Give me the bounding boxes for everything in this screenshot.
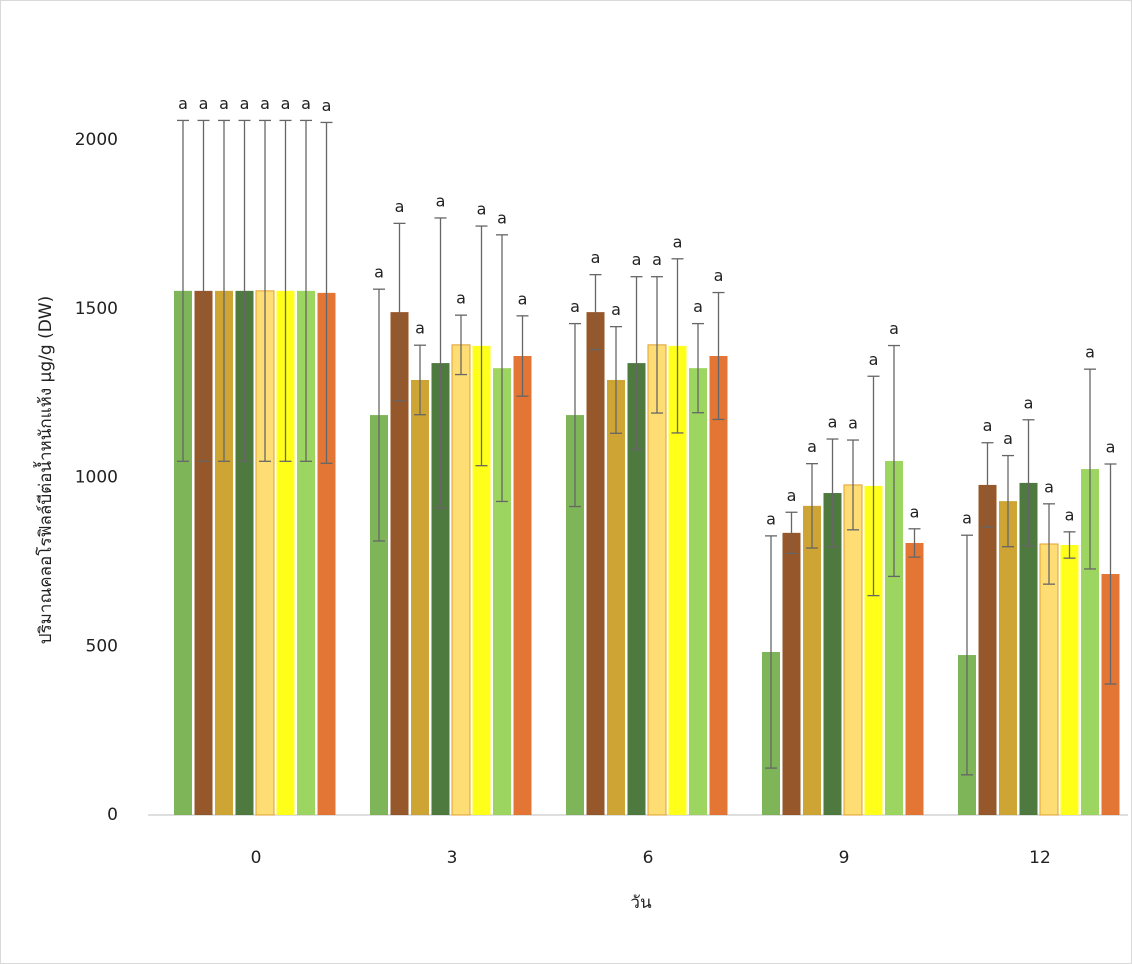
bar [297, 290, 315, 815]
bar [709, 356, 728, 815]
bar [431, 363, 450, 815]
bar [566, 415, 584, 815]
significance-label: a [199, 94, 209, 113]
significance-label: a [1024, 393, 1034, 412]
bar [668, 345, 687, 815]
x-tick-label: 12 [1029, 848, 1051, 868]
significance-label: a [714, 266, 724, 285]
bar [411, 379, 429, 815]
y-tick-label: 1500 [75, 299, 118, 319]
significance-label: a [673, 232, 683, 251]
significance-label: a [848, 414, 858, 433]
bar [276, 290, 295, 815]
y-tick-label: 1000 [75, 468, 118, 488]
significance-label: a [301, 94, 311, 113]
bar [885, 460, 903, 815]
significance-label: a [962, 509, 972, 528]
bar [1019, 482, 1038, 815]
bar [174, 290, 192, 815]
significance-label: a [807, 437, 817, 456]
bar [215, 290, 233, 815]
bar [647, 344, 667, 816]
bar [823, 493, 842, 815]
bar [689, 368, 707, 815]
bar [513, 356, 532, 815]
significance-label: a [1044, 477, 1054, 496]
significance-label: a [436, 191, 446, 210]
significance-label: a [1003, 429, 1013, 448]
bar [472, 345, 491, 815]
x-tick-label: 9 [839, 848, 850, 868]
bar [451, 344, 471, 816]
significance-label: a [570, 297, 580, 316]
significance-label: a [611, 300, 621, 319]
bar [627, 363, 646, 815]
bar [390, 312, 409, 815]
significance-label: a [415, 319, 425, 338]
significance-label: a [787, 486, 797, 505]
bar [803, 505, 821, 815]
bar [1101, 574, 1120, 815]
bar [586, 312, 605, 815]
x-tick-label: 6 [643, 848, 654, 868]
significance-label: a [456, 289, 466, 308]
x-tick-label: 0 [251, 848, 262, 868]
bar [1081, 469, 1099, 815]
significance-label: a [281, 94, 291, 113]
x-axis-label: วัน [630, 893, 652, 913]
bar [864, 485, 883, 815]
bar [843, 484, 863, 816]
significance-label: a [395, 197, 405, 216]
significance-label: a [983, 416, 993, 435]
bar [1060, 545, 1079, 815]
y-tick-label: 0 [107, 805, 118, 825]
significance-label: a [693, 297, 703, 316]
y-tick-label: 500 [86, 636, 118, 656]
bar [999, 501, 1017, 815]
bar [978, 484, 997, 815]
significance-label: a [632, 250, 642, 269]
significance-label: a [1065, 505, 1075, 524]
significance-label: a [178, 94, 188, 113]
y-tick-label: 2000 [75, 130, 118, 150]
significance-label: a [652, 250, 662, 269]
bar [905, 542, 924, 815]
significance-label: a [591, 248, 601, 267]
significance-label: a [260, 94, 270, 113]
significance-label: a [889, 319, 899, 338]
significance-label: a [869, 350, 879, 369]
significance-label: a [1085, 343, 1095, 362]
bar [194, 290, 213, 815]
significance-label: a [1106, 438, 1116, 457]
significance-label: a [828, 413, 838, 432]
significance-label: a [518, 289, 528, 308]
significance-label: a [240, 94, 250, 113]
bar [782, 532, 801, 815]
bar [370, 415, 388, 815]
significance-label: a [322, 96, 332, 115]
significance-label: a [910, 502, 920, 521]
bar [235, 290, 254, 815]
significance-label: a [497, 208, 507, 227]
bar [607, 379, 625, 815]
bar [493, 368, 511, 815]
y-axis-label: ปริมาณคลอโรฟิลล์บีต่อน้ำหนักแห้ง µg/g (D… [33, 296, 56, 644]
significance-label: a [477, 200, 487, 219]
significance-label: a [374, 263, 384, 282]
significance-label: a [219, 94, 229, 113]
significance-label: a [766, 509, 776, 528]
x-tick-label: 3 [447, 848, 458, 868]
bar [317, 292, 336, 815]
